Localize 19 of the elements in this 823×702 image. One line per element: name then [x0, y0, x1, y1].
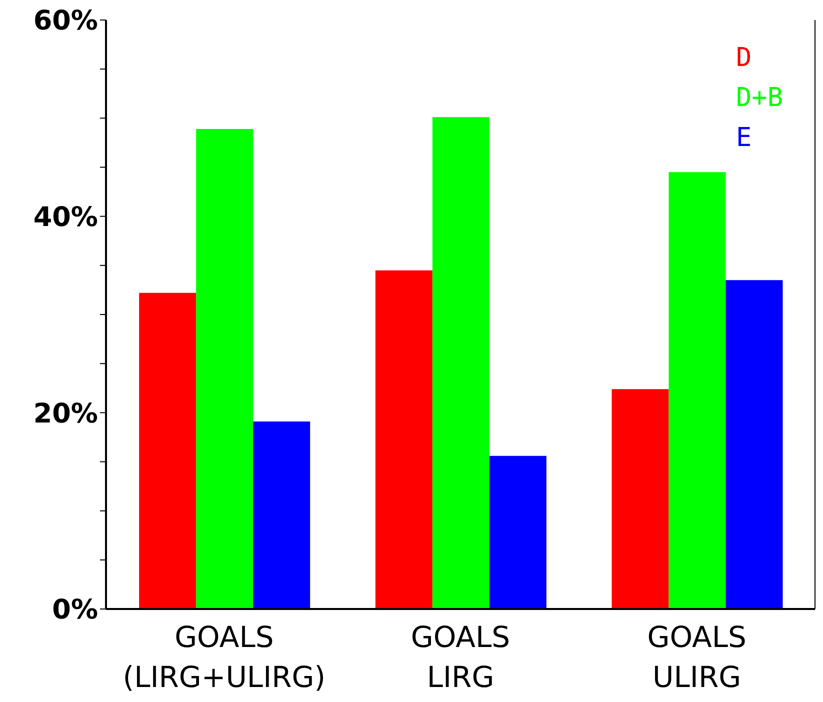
y-tick-label: 0% [52, 594, 98, 626]
bar [253, 422, 310, 609]
bar [139, 292, 196, 609]
bar [668, 172, 726, 609]
text: D+B [736, 82, 783, 115]
bar [612, 389, 669, 609]
y-tick-label: 60% [33, 6, 98, 37]
y-tick-label: 20% [33, 398, 98, 430]
y-tick-label: 40% [33, 202, 98, 233]
bar [489, 456, 546, 609]
x-tick-label: GOALS LIRG [410, 620, 510, 694]
bar [726, 280, 783, 609]
text: D [736, 42, 753, 75]
text: E [736, 122, 753, 155]
x-tick-label: GOALS ULIRG [647, 620, 746, 694]
bar [432, 117, 490, 609]
bar [196, 128, 254, 609]
x-tick-label: GOALS (LIRG+ULIRG) [122, 620, 326, 694]
bar [375, 270, 432, 609]
